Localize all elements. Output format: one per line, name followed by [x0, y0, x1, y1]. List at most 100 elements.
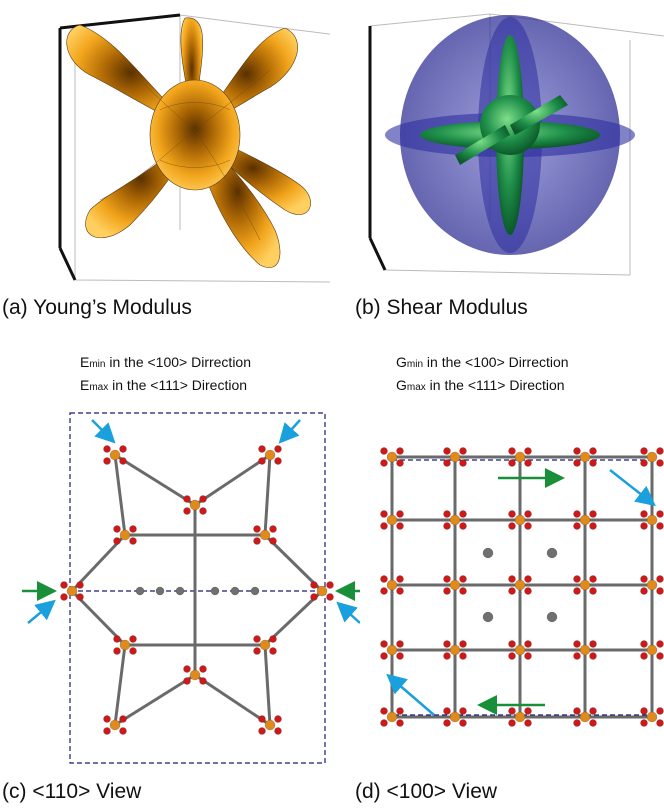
oxygen-atom: [640, 575, 648, 583]
oxygen-atom: [524, 522, 532, 530]
metal-atom: [386, 451, 398, 463]
note-d-min: Gmin in the <100> Dirrection: [396, 354, 569, 370]
note-c: Emin in the <100> Dirrection Emax in the…: [80, 352, 251, 398]
oxygen-atom: [199, 665, 207, 673]
oxygen-atom: [443, 707, 451, 715]
arrow-min-d2: [386, 673, 435, 716]
note-d-max: Gmax in the <111> Direction: [396, 377, 565, 393]
oxygen-atom: [524, 719, 532, 727]
carbon-atom: [482, 547, 494, 559]
oxygen-atom: [640, 459, 648, 467]
metal-atom: [646, 514, 658, 526]
oxygen-atom: [459, 459, 467, 467]
oxygen-atom: [508, 447, 516, 455]
oxygen-atom: [459, 510, 467, 518]
oxygen-atom: [113, 525, 121, 533]
oxygen-atom: [380, 707, 388, 715]
oxygen-atom: [656, 459, 664, 467]
oxygen-atom: [443, 447, 451, 455]
oxygen-atom: [380, 719, 388, 727]
oxygen-atom: [524, 459, 532, 467]
oxygen-atom: [60, 581, 68, 589]
oxygen-atom: [459, 707, 467, 715]
metal-atom: [316, 585, 328, 597]
oxygen-atom: [103, 727, 111, 735]
oxygen-atom: [269, 635, 277, 643]
oxygen-atom: [129, 525, 137, 533]
oxygen-atom: [656, 510, 664, 518]
oxygen-atom: [113, 635, 121, 643]
metal-atom: [386, 711, 398, 723]
metal-atom: [579, 644, 591, 656]
arrow-min-3: [27, 599, 56, 624]
structure-110-svg: [22, 412, 360, 764]
caption-a: (a) Young’s Modulus: [2, 296, 192, 319]
oxygen-atom: [573, 510, 581, 518]
arrow-min-4: [336, 601, 360, 624]
oxygen-atom: [589, 575, 597, 583]
oxygen-atom: [656, 587, 664, 595]
metal-atom: [449, 451, 461, 463]
oxygen-atom: [258, 457, 266, 465]
oxygen-atom: [326, 593, 334, 601]
oxygen-atom: [253, 647, 261, 655]
oxygen-atom: [656, 522, 664, 530]
oxygen-atom: [269, 525, 277, 533]
oxygen-atom: [274, 445, 282, 453]
oxygen-atom: [443, 640, 451, 648]
oxygen-atom: [508, 575, 516, 583]
oxygen-atom: [589, 707, 597, 715]
oxygen-atom: [274, 457, 282, 465]
oxygen-atom: [443, 719, 451, 727]
oxygen-atom: [524, 652, 532, 660]
oxygen-atom: [573, 707, 581, 715]
oxygen-atom: [380, 522, 388, 530]
oxygen-atom: [573, 575, 581, 583]
oxygen-atom: [573, 652, 581, 660]
oxygen-atom: [396, 587, 404, 595]
oxygen-atom: [199, 495, 207, 503]
oxygen-atom: [656, 652, 664, 660]
metal-atom: [109, 719, 121, 731]
metal-atom: [646, 711, 658, 723]
oxygen-atom: [656, 575, 664, 583]
oxygen-atom: [253, 635, 261, 643]
oxygen-atom: [199, 507, 207, 515]
oxygen-atom: [640, 707, 648, 715]
metal-atom: [386, 514, 398, 526]
metal-atom: [264, 449, 276, 461]
oxygen-atom: [76, 581, 84, 589]
oxygen-atom: [589, 640, 597, 648]
oxygen-atom: [274, 727, 282, 735]
metal-atom: [449, 644, 461, 656]
oxygen-atom: [183, 507, 191, 515]
oxygen-atom: [253, 537, 261, 545]
carbon-atom: [546, 547, 558, 559]
oxygen-atom: [640, 652, 648, 660]
oxygen-atom: [589, 719, 597, 727]
carbon-atom: [546, 611, 558, 623]
young-modulus-surface: [58, 13, 330, 283]
oxygen-atom: [113, 537, 121, 545]
metal-atom: [189, 499, 201, 511]
oxygen-atom: [524, 575, 532, 583]
oxygen-atom: [269, 647, 277, 655]
oxygen-atom: [508, 459, 516, 467]
metal-atom: [449, 514, 461, 526]
oxygen-atom: [508, 510, 516, 518]
oxygen-atom: [380, 640, 388, 648]
metal-atom: [646, 579, 658, 591]
note-c-max: Emax in the <111> Direction: [80, 377, 248, 393]
structure-100-view: [370, 435, 664, 735]
oxygen-atom: [258, 727, 266, 735]
oxygen-atom: [380, 652, 388, 660]
oxygen-atom: [640, 587, 648, 595]
oxygen-atom: [573, 447, 581, 455]
oxygen-atom: [459, 522, 467, 530]
metal-atom: [386, 644, 398, 656]
carbon-atom: [250, 586, 260, 596]
oxygen-atom: [119, 457, 127, 465]
metal-atom: [579, 579, 591, 591]
oxygen-atom: [640, 522, 648, 530]
oxygen-atom: [60, 593, 68, 601]
